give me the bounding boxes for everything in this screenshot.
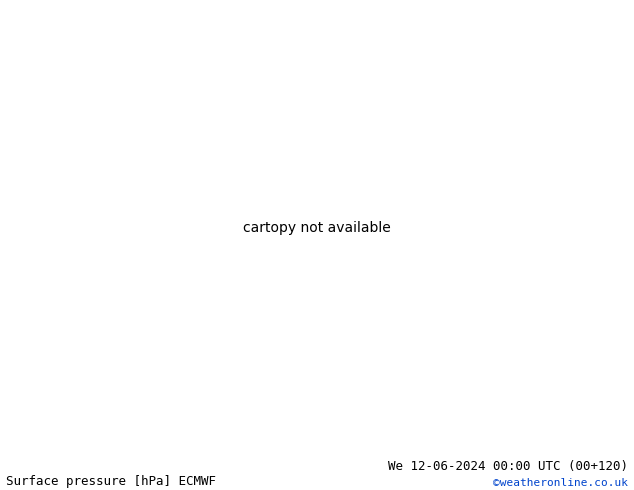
Text: cartopy not available: cartopy not available xyxy=(243,221,391,235)
Text: Surface pressure [hPa] ECMWF: Surface pressure [hPa] ECMWF xyxy=(6,474,216,488)
Text: ©weatheronline.co.uk: ©weatheronline.co.uk xyxy=(493,478,628,488)
Text: We 12-06-2024 00:00 UTC (00+120): We 12-06-2024 00:00 UTC (00+120) xyxy=(387,460,628,473)
